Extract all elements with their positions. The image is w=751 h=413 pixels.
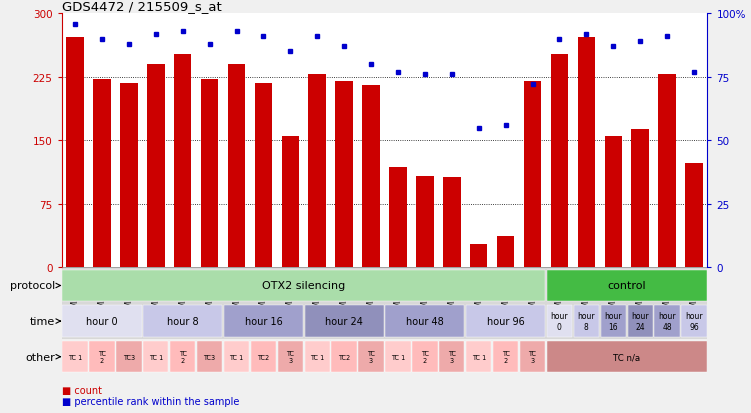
Bar bbox=[224, 306, 303, 337]
Text: TC 1: TC 1 bbox=[229, 354, 243, 360]
Bar bbox=[170, 341, 195, 373]
Text: hour 0: hour 0 bbox=[86, 316, 118, 326]
Bar bbox=[470, 244, 487, 267]
Text: hour
16: hour 16 bbox=[605, 312, 622, 331]
Bar bbox=[120, 83, 137, 267]
Text: hour 16: hour 16 bbox=[245, 316, 282, 326]
Bar bbox=[385, 341, 411, 373]
Bar bbox=[362, 86, 380, 267]
Bar bbox=[632, 130, 649, 267]
Text: TC2: TC2 bbox=[258, 354, 270, 360]
Bar bbox=[416, 176, 433, 267]
Bar bbox=[309, 75, 326, 267]
Bar bbox=[493, 341, 518, 373]
Text: control: control bbox=[608, 281, 646, 291]
Text: hour
48: hour 48 bbox=[659, 312, 676, 331]
Bar bbox=[654, 306, 680, 337]
Text: TC3: TC3 bbox=[204, 354, 216, 360]
Bar bbox=[116, 341, 141, 373]
Text: TC 1: TC 1 bbox=[149, 354, 163, 360]
Text: hour 8: hour 8 bbox=[167, 316, 198, 326]
Bar bbox=[89, 341, 115, 373]
Text: TC n/a: TC n/a bbox=[613, 352, 641, 361]
Bar bbox=[282, 137, 299, 267]
Bar bbox=[62, 306, 141, 337]
Bar bbox=[547, 306, 572, 337]
Bar bbox=[466, 341, 491, 373]
Text: TC
2: TC 2 bbox=[179, 350, 187, 363]
Text: hour
24: hour 24 bbox=[632, 312, 649, 331]
Bar bbox=[550, 55, 569, 267]
Text: hour
0: hour 0 bbox=[550, 312, 569, 331]
Text: TC
3: TC 3 bbox=[529, 350, 536, 363]
Bar bbox=[147, 65, 164, 267]
Bar bbox=[174, 55, 192, 267]
Bar bbox=[93, 80, 110, 267]
Text: TC2: TC2 bbox=[338, 354, 350, 360]
Text: other: other bbox=[25, 352, 55, 362]
Bar bbox=[681, 306, 707, 337]
Text: TC
3: TC 3 bbox=[448, 350, 456, 363]
Bar bbox=[62, 341, 88, 373]
Text: TC
3: TC 3 bbox=[286, 350, 294, 363]
Bar bbox=[358, 341, 384, 373]
Text: hour 24: hour 24 bbox=[325, 316, 363, 326]
Bar bbox=[605, 137, 622, 267]
Text: hour 96: hour 96 bbox=[487, 316, 524, 326]
Bar bbox=[143, 306, 222, 337]
Bar bbox=[601, 306, 626, 337]
Bar bbox=[389, 168, 407, 267]
Bar bbox=[466, 306, 545, 337]
Text: ■ percentile rank within the sample: ■ percentile rank within the sample bbox=[62, 396, 239, 406]
Text: hour 48: hour 48 bbox=[406, 316, 444, 326]
Bar bbox=[547, 270, 707, 301]
Bar bbox=[331, 341, 357, 373]
Bar bbox=[143, 341, 168, 373]
Text: TC 1: TC 1 bbox=[310, 354, 324, 360]
Text: OTX2 silencing: OTX2 silencing bbox=[262, 281, 345, 291]
Bar bbox=[439, 341, 464, 373]
Text: TC3: TC3 bbox=[123, 354, 135, 360]
Text: TC
2: TC 2 bbox=[421, 350, 429, 363]
Text: hour
96: hour 96 bbox=[685, 312, 703, 331]
Bar bbox=[685, 164, 703, 267]
Text: TC 1: TC 1 bbox=[68, 354, 82, 360]
Bar bbox=[547, 341, 707, 373]
Bar bbox=[197, 341, 222, 373]
Text: time: time bbox=[29, 316, 55, 326]
Bar bbox=[62, 270, 545, 301]
Bar bbox=[443, 178, 460, 267]
Bar bbox=[255, 83, 272, 267]
Text: TC
2: TC 2 bbox=[502, 350, 510, 363]
Bar bbox=[497, 237, 514, 267]
Bar bbox=[520, 341, 545, 373]
Bar bbox=[523, 82, 541, 267]
Text: protocol: protocol bbox=[10, 281, 55, 291]
Bar bbox=[336, 82, 353, 267]
Text: TC 1: TC 1 bbox=[391, 354, 405, 360]
Bar bbox=[305, 341, 330, 373]
Bar bbox=[278, 341, 303, 373]
Bar bbox=[412, 341, 438, 373]
Bar bbox=[66, 38, 84, 267]
Bar bbox=[659, 75, 676, 267]
Bar bbox=[201, 80, 219, 267]
Bar bbox=[574, 306, 599, 337]
Text: TC 1: TC 1 bbox=[472, 354, 486, 360]
Text: TC
3: TC 3 bbox=[367, 350, 375, 363]
Text: ■ count: ■ count bbox=[62, 385, 101, 395]
Text: hour
8: hour 8 bbox=[578, 312, 595, 331]
Bar bbox=[385, 306, 464, 337]
Bar bbox=[628, 306, 653, 337]
Bar bbox=[305, 306, 384, 337]
Bar bbox=[578, 38, 595, 267]
Bar bbox=[228, 65, 246, 267]
Bar bbox=[251, 341, 276, 373]
Text: TC
2: TC 2 bbox=[98, 350, 106, 363]
Bar bbox=[224, 341, 249, 373]
Text: GDS4472 / 215509_s_at: GDS4472 / 215509_s_at bbox=[62, 0, 222, 13]
